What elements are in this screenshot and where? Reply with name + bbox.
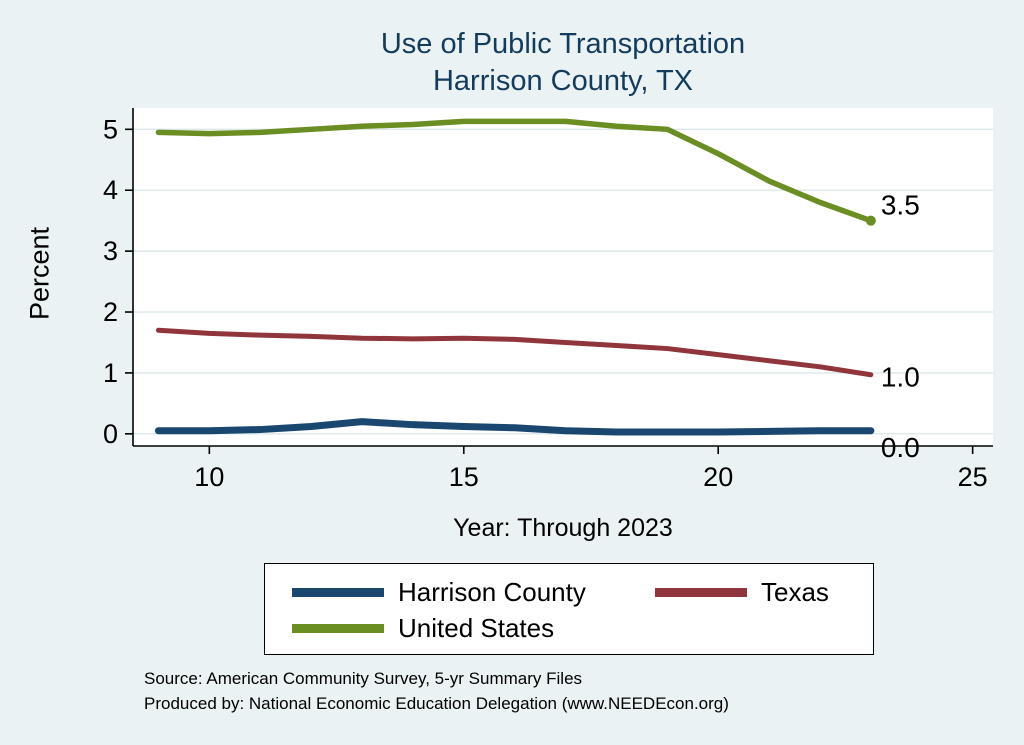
end-label-harrison-county: 0.0 [881,432,920,463]
legend-label-united-states: United States [398,613,555,643]
end-marker-united-states [865,215,876,226]
legend: Harrison County Texas United States [264,563,874,655]
legend-swatch-united-states [292,623,384,633]
y-tick-label: 4 [103,175,118,205]
source-notes: Source: American Community Survey, 5-yr … [144,666,729,716]
legend-swatch-harrison-county [292,587,384,597]
plot-area [133,108,993,446]
legend-swatch-texas [655,587,747,597]
legend-item-harrison-county: Harrison County [292,577,655,607]
legend-item-texas: Texas [655,577,873,607]
series-line-united-states [155,118,874,224]
produced-by-line: Produced by: National Economic Education… [144,694,729,713]
source-line: Source: American Community Survey, 5-yr … [144,669,583,688]
x-axis-label: Year: Through 2023 [453,514,673,542]
legend-label-harrison-county: Harrison County [398,577,586,607]
y-tick-label: 3 [103,236,118,266]
end-label-united-states: 3.5 [881,190,920,221]
y-tick-label: 1 [103,358,118,388]
end-label-texas: 1.0 [881,362,920,393]
chart-title: Use of Public Transportation [380,28,746,60]
series-line-texas [155,327,874,378]
x-tick-label: 20 [703,462,733,492]
chart-title-block: Use of Public Transportation Harrison Co… [133,26,993,100]
x-tick-label: 10 [194,462,224,492]
legend-item-united-states: United States [292,613,655,643]
chart-subtitle: Harrison County, TX [432,65,694,97]
y-tick-label: 2 [103,297,118,327]
series-line-harrison-county [154,418,875,436]
legend-label-texas: Texas [761,577,829,607]
y-tick-label: 0 [103,419,118,449]
x-tick-label: 25 [958,462,988,492]
x-tick-label: 15 [449,462,479,492]
y-tick-label: 5 [103,114,118,144]
